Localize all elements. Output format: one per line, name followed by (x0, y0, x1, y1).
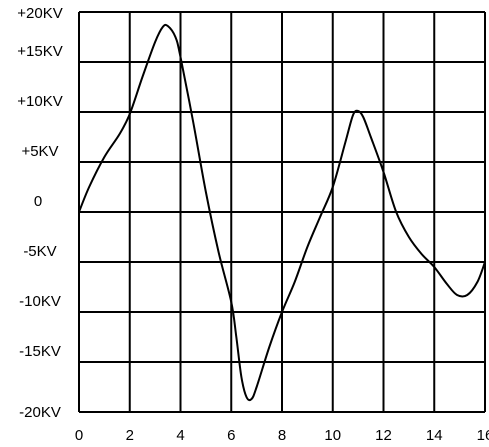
x-tick-label: 12 (375, 427, 392, 444)
x-tick-label: 14 (426, 427, 443, 444)
y-tick-label: +15KV (17, 43, 62, 60)
y-tick-label: +5KV (21, 143, 58, 160)
series-layer (78, 23, 486, 402)
y-tick-label: -20KV (19, 404, 61, 421)
y-tick-label: -15KV (19, 343, 61, 360)
y-tick-label: -10KV (19, 293, 61, 310)
y-tick-labels: +20KV +15KV +10KV +5KV 0 -5KV -10KV -15KV -20KV (17, 5, 62, 421)
y-tick-label: -5KV (23, 243, 56, 260)
x-tick-label: 10 (324, 427, 341, 444)
x-tick-labels: 0 2 4 6 8 10 12 14 16 (75, 427, 489, 444)
x-tick-label: 0 (75, 427, 83, 444)
x-tick-label: 4 (176, 427, 184, 444)
y-tick-label: 0 (34, 193, 42, 210)
x-tick-label: 16 (477, 427, 489, 444)
grid (79, 11, 486, 412)
x-tick-label: 6 (227, 427, 235, 444)
x-tick-label: 2 (126, 427, 134, 444)
series-line-0 (78, 23, 486, 402)
y-tick-label: +20KV (17, 5, 62, 22)
x-tick-label: 8 (278, 427, 286, 444)
y-tick-label: +10KV (17, 93, 62, 110)
